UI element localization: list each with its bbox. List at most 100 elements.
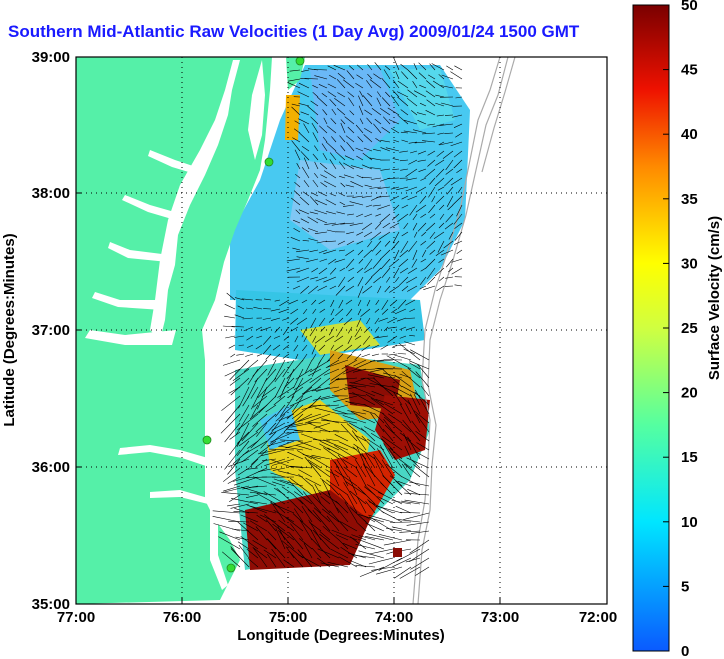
velocity-arrow bbox=[371, 353, 380, 356]
velocity-arrow bbox=[380, 258, 391, 270]
velocity-arrow bbox=[359, 566, 385, 577]
velocity-arrow bbox=[355, 83, 364, 89]
velocity-arrow bbox=[409, 481, 430, 487]
velocity-arrow bbox=[438, 204, 445, 211]
velocity-arrow bbox=[325, 404, 340, 407]
velocity-arrow bbox=[310, 276, 319, 280]
y-tick-label: 36:00 bbox=[32, 459, 70, 476]
velocity-arrow bbox=[295, 386, 313, 402]
velocity-arrow bbox=[357, 276, 364, 287]
velocity-arrow bbox=[295, 444, 313, 451]
velocity-arrow bbox=[420, 258, 427, 263]
velocity-arrow bbox=[246, 548, 259, 559]
velocity-arrow bbox=[292, 137, 301, 143]
velocity-arrow bbox=[400, 168, 409, 171]
velocity-arrow bbox=[323, 170, 337, 179]
velocity-arrow bbox=[222, 551, 241, 568]
velocity-arrow bbox=[313, 507, 331, 523]
velocity-arrow bbox=[334, 469, 358, 487]
velocity-arrow bbox=[384, 65, 391, 71]
velocity-arrow bbox=[238, 386, 250, 409]
velocity-arrow bbox=[228, 386, 241, 394]
velocity-arrow bbox=[340, 122, 346, 134]
velocity-arrow bbox=[320, 441, 340, 451]
velocity-arrow bbox=[368, 514, 394, 523]
velocity-arrow bbox=[312, 335, 317, 343]
velocity-arrow bbox=[424, 168, 436, 178]
y-tick-label: 38:00 bbox=[32, 185, 70, 202]
velocity-arrow bbox=[227, 476, 241, 484]
velocity-arrow bbox=[376, 448, 385, 460]
x-tick-label: 72:00 bbox=[579, 609, 617, 626]
velocity-arrow bbox=[401, 476, 421, 487]
velocity-arrow bbox=[331, 136, 337, 143]
velocity-arrow bbox=[426, 267, 436, 280]
velocity-arrow bbox=[222, 325, 236, 328]
velocity-arrow bbox=[243, 326, 254, 332]
velocity-arrow bbox=[377, 204, 391, 210]
velocity-arrow bbox=[420, 177, 427, 181]
velocity-arrow bbox=[324, 222, 337, 225]
velocity-arrow bbox=[274, 377, 286, 398]
velocity-arrow bbox=[451, 258, 463, 263]
velocity-arrow bbox=[415, 371, 430, 388]
velocity-arrow bbox=[312, 132, 319, 143]
velocity-arrow bbox=[398, 458, 412, 469]
velocity-arrow bbox=[250, 386, 259, 399]
velocity-arrow bbox=[378, 534, 403, 541]
velocity-arrow bbox=[303, 543, 313, 559]
velocity-arrow bbox=[401, 71, 409, 80]
velocity-arrow bbox=[403, 433, 412, 451]
velocity-arrow bbox=[259, 440, 277, 454]
velocity-arrow bbox=[415, 451, 430, 460]
velocity-arrow bbox=[314, 199, 328, 206]
velocity-arrow bbox=[435, 249, 445, 256]
velocity-arrow bbox=[373, 276, 382, 284]
velocity-arrow bbox=[408, 159, 418, 165]
velocity-arrow bbox=[314, 231, 328, 234]
velocity-arrow bbox=[311, 299, 317, 306]
radar-stations bbox=[202, 57, 305, 573]
velocity-arrow bbox=[376, 359, 394, 362]
velocity-arrow bbox=[290, 523, 304, 541]
velocity-arrow bbox=[301, 326, 308, 338]
velocity-arrow bbox=[326, 229, 337, 233]
velocity-arrow bbox=[293, 503, 304, 514]
velocity-arrow bbox=[356, 231, 364, 236]
velocity-arrow bbox=[373, 456, 385, 478]
velocity-arrow bbox=[457, 186, 463, 194]
velocity-arrow bbox=[256, 514, 268, 523]
velocity-arrow bbox=[282, 359, 295, 378]
velocity-arrow bbox=[293, 508, 304, 523]
velocity-arrow bbox=[318, 125, 328, 134]
velocity-arrow bbox=[385, 91, 391, 98]
velocity-arrow bbox=[386, 463, 403, 478]
velocity-arrow bbox=[291, 106, 301, 116]
velocity-arrow bbox=[365, 204, 373, 208]
velocity-arrow bbox=[233, 335, 245, 338]
velocity-arrow bbox=[249, 458, 259, 468]
velocity-arrow bbox=[403, 130, 418, 134]
velocity-arrow bbox=[309, 462, 331, 478]
velocity-arrow bbox=[225, 335, 236, 339]
velocity-arrow bbox=[373, 73, 382, 80]
velocity-arrow bbox=[331, 108, 337, 116]
velocity-arrow bbox=[338, 299, 344, 309]
velocity-arrow bbox=[446, 186, 454, 195]
velocity-arrow bbox=[450, 71, 463, 80]
velocity-arrow bbox=[371, 108, 382, 116]
velocity-arrow bbox=[290, 413, 313, 426]
velocity-arrow bbox=[238, 431, 259, 447]
velocity-arrow bbox=[418, 168, 427, 172]
velocity-arrow bbox=[237, 305, 245, 310]
velocity-arrow bbox=[312, 439, 331, 442]
velocity-arrow bbox=[304, 413, 331, 424]
velocity-arrow bbox=[389, 447, 403, 460]
velocity-arrow bbox=[404, 445, 412, 460]
velocity-arrow bbox=[387, 335, 398, 343]
velocity-arrow bbox=[453, 240, 463, 245]
velocity-arrow bbox=[342, 543, 358, 550]
velocity-arrow bbox=[427, 150, 436, 156]
velocity-arrow bbox=[393, 57, 400, 71]
velocity-arrow bbox=[318, 249, 328, 254]
